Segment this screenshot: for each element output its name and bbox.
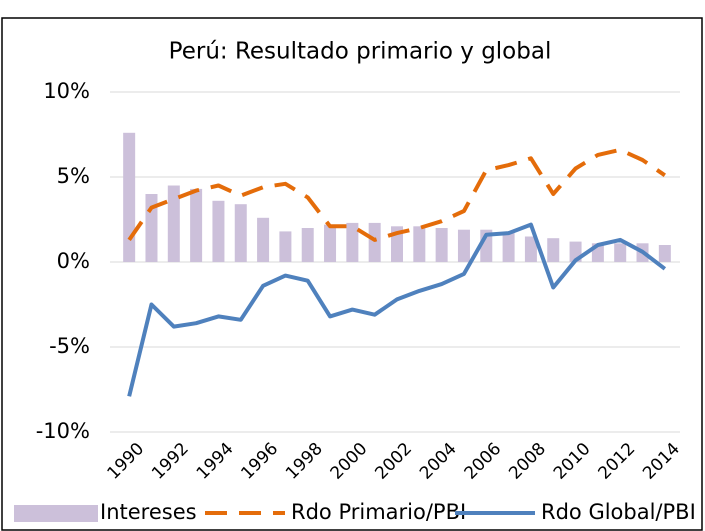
bar	[368, 222, 381, 262]
bar	[279, 231, 292, 262]
bar	[301, 228, 314, 262]
legend-label: Rdo Global/PBI	[541, 500, 696, 524]
bar	[257, 217, 270, 262]
bar	[502, 233, 515, 262]
bar	[234, 204, 247, 262]
bar	[123, 132, 136, 262]
y-tick-label: 10%	[43, 79, 90, 103]
legend-label: Intereses	[100, 500, 197, 524]
legend-label: Rdo Primario/PBI	[291, 500, 466, 524]
chart-frame	[1, 17, 703, 531]
bar	[190, 188, 203, 262]
bar	[324, 224, 337, 262]
line	[127, 222, 667, 397]
y-tick-label: -5%	[49, 334, 90, 358]
bar	[212, 200, 225, 262]
bar	[547, 238, 560, 262]
y-tick-label: 0%	[57, 249, 90, 273]
bar	[167, 185, 180, 262]
bar	[435, 228, 448, 262]
bar	[457, 229, 470, 262]
bar	[614, 243, 627, 262]
line	[127, 147, 666, 242]
bar	[413, 226, 426, 262]
chart-title: Perú: Resultado primario y global	[169, 39, 552, 65]
bar	[658, 245, 671, 262]
bar	[346, 222, 359, 262]
legend-swatch	[14, 505, 98, 522]
y-tick-label: -10%	[36, 419, 90, 443]
y-tick-label: 5%	[57, 164, 90, 188]
bar	[524, 236, 537, 262]
